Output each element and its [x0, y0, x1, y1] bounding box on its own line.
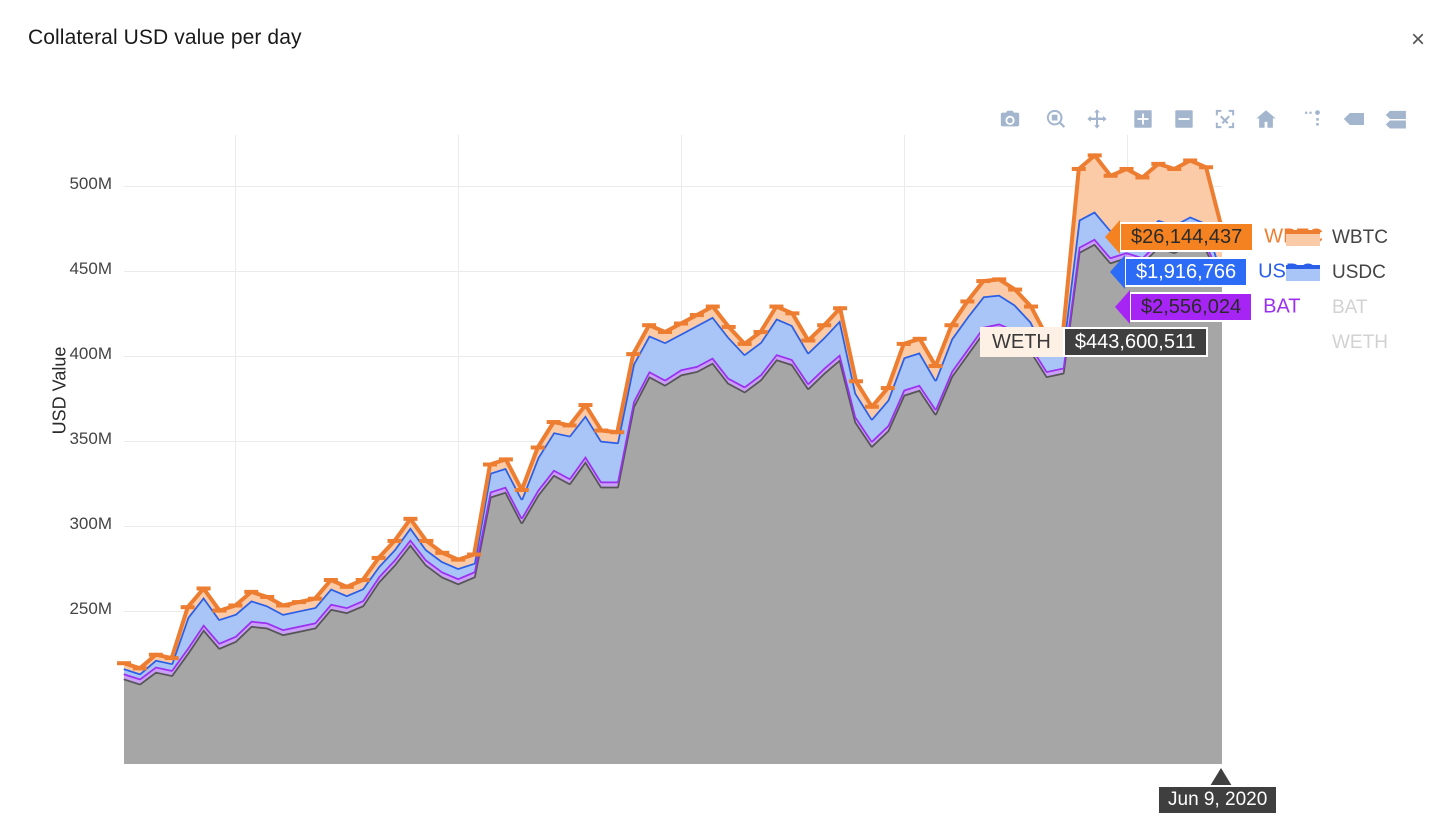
- hover-pointer-icon: [1115, 290, 1130, 324]
- hover-series-name: WETH: [980, 327, 1063, 357]
- area-fill-weth: [124, 243, 1222, 764]
- legend-item-label: BAT: [1332, 296, 1368, 318]
- plotly-modebar: [989, 103, 1414, 135]
- x-axis-hover-label: Jun 9, 2020: [1157, 785, 1279, 815]
- legend-item-label: USDC: [1332, 261, 1386, 283]
- panel-header: Collateral USD value per day ×: [0, 0, 1456, 80]
- legend-swatch-icon: [1286, 229, 1320, 246]
- x-gridline: [458, 135, 460, 687]
- area-fill-usdc: [124, 211, 1222, 679]
- hover-value: $2,556,024: [1129, 292, 1254, 322]
- hover-label-wbtc: $26,144,437WBTC: [1105, 220, 1323, 254]
- area-fill-wbtc: [124, 155, 1222, 674]
- legend-item-label: WETH: [1332, 331, 1388, 353]
- autoscale-icon[interactable]: [1204, 103, 1245, 135]
- legend-item-weth[interactable]: WETH: [1286, 325, 1456, 360]
- pan-icon[interactable]: [1076, 103, 1117, 135]
- area-line-wbtc: [123, 153, 1224, 671]
- y-axis-tick-label: 250M: [69, 598, 112, 618]
- modebar-group-zoompan: [1035, 103, 1117, 135]
- zoom-select-icon[interactable]: [1035, 103, 1076, 135]
- hover-value: $443,600,511: [1062, 327, 1208, 357]
- y-axis-tick-label: 450M: [69, 258, 112, 278]
- close-icon[interactable]: ×: [1410, 26, 1425, 53]
- reset-axes-home-icon[interactable]: [1245, 103, 1286, 135]
- legend-item-wbtc[interactable]: WBTC: [1286, 220, 1456, 255]
- modebar-group-hover: [1291, 103, 1414, 135]
- area-fill-bat: [124, 238, 1222, 684]
- hover-label-usdc: $1,916,766USDC: [1110, 255, 1315, 289]
- legend-swatch-icon: [1286, 264, 1320, 281]
- download-plot-icon[interactable]: [989, 103, 1030, 135]
- hover-closest-icon[interactable]: [1332, 103, 1373, 135]
- hover-label-bat: $2,556,024 BAT: [1115, 290, 1301, 324]
- y-axis-tick-label: 350M: [69, 428, 112, 448]
- hover-value: $26,144,437: [1119, 222, 1255, 252]
- zoom-out-icon[interactable]: [1163, 103, 1204, 135]
- modebar-group-download: [989, 103, 1030, 135]
- page-title: Collateral USD value per day: [28, 26, 302, 49]
- toggle-spike-lines-icon[interactable]: [1291, 103, 1332, 135]
- modebar-group-scale: [1122, 103, 1286, 135]
- y-gridline: [124, 270, 1222, 272]
- legend-item-bat[interactable]: BAT: [1286, 290, 1456, 325]
- chart-legend[interactable]: WBTC USDC BAT WETH: [1286, 220, 1456, 360]
- hover-pointer-icon: [1105, 220, 1120, 254]
- y-axis-tick-label: 500M: [69, 173, 112, 193]
- spike-arrow-icon: [1210, 768, 1232, 786]
- legend-item-label: WBTC: [1332, 226, 1388, 248]
- hover-pointer-icon: [1110, 255, 1125, 289]
- x-gridline: [235, 135, 237, 687]
- hover-series-name: BAT: [1263, 295, 1301, 318]
- y-axis-tick-label: 400M: [69, 343, 112, 363]
- zoom-in-icon[interactable]: [1122, 103, 1163, 135]
- hover-label-weth: WETH $443,600,511: [980, 327, 1208, 357]
- y-gridline: [124, 185, 1222, 187]
- y-axis-tick-label: 300M: [69, 513, 112, 533]
- hover-value: $1,916,766: [1124, 257, 1249, 287]
- legend-item-usdc[interactable]: USDC: [1286, 255, 1456, 290]
- stacked-area-series: [117, 153, 1229, 764]
- hover-compare-icon[interactable]: [1373, 103, 1414, 135]
